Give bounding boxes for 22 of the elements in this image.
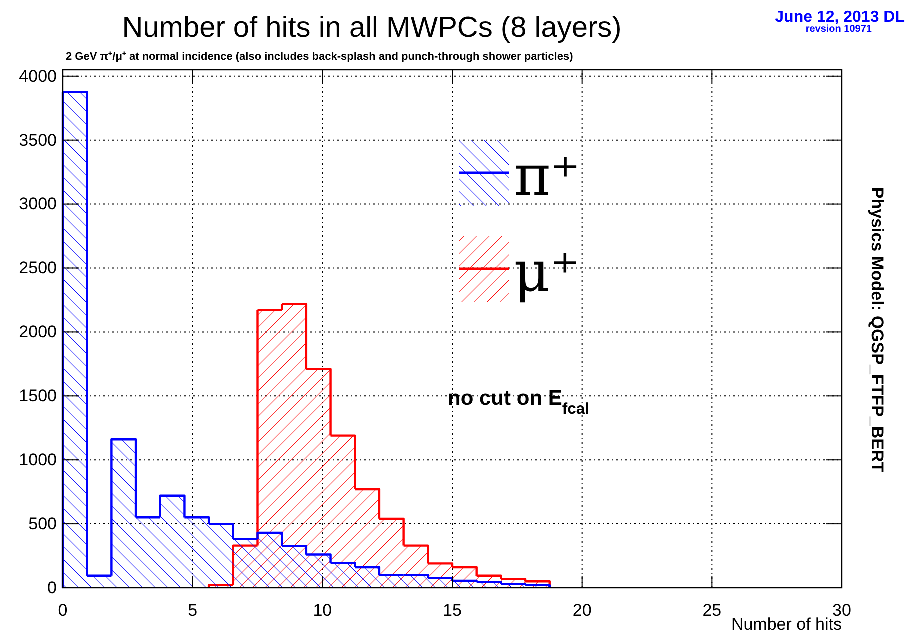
y-tick-label: 1500 [19,386,57,406]
y-tick-label: 4000 [19,66,57,86]
y-tick-label: 2500 [19,258,57,278]
y-tick-label: 3000 [19,194,57,214]
x-tick-label: 10 [313,601,332,620]
x-tick-label: 5 [188,601,198,620]
x-tick-label: 20 [572,601,592,620]
text: Physics Model: QGSP_FTFP_BERT [868,187,887,474]
y-tick-label: 0 [48,578,57,598]
text: revsion 10971 [806,24,872,35]
legend-label: μ⁺ [514,240,580,305]
chart-subtitle: 2 GeV π⁺/μ⁺ at normal incidence (also includes back-splash and punch-through shower particles) [66,51,574,63]
text: June 12, 2013 DL [775,9,906,26]
chart-title: Number of hits in all MWPCs (8 layers) [122,12,622,44]
y-tick-label: 1000 [19,450,57,470]
y-tick-label: 500 [28,514,57,534]
y-tick-label: 2000 [19,322,57,342]
legend-label: π⁺ [514,144,580,209]
x-tick-label: 25 [702,601,722,620]
y-tick-label: 3500 [19,130,57,150]
x-tick-label: 15 [443,601,462,620]
annotation: no cut on E$_{fcal}$ [448,387,590,418]
